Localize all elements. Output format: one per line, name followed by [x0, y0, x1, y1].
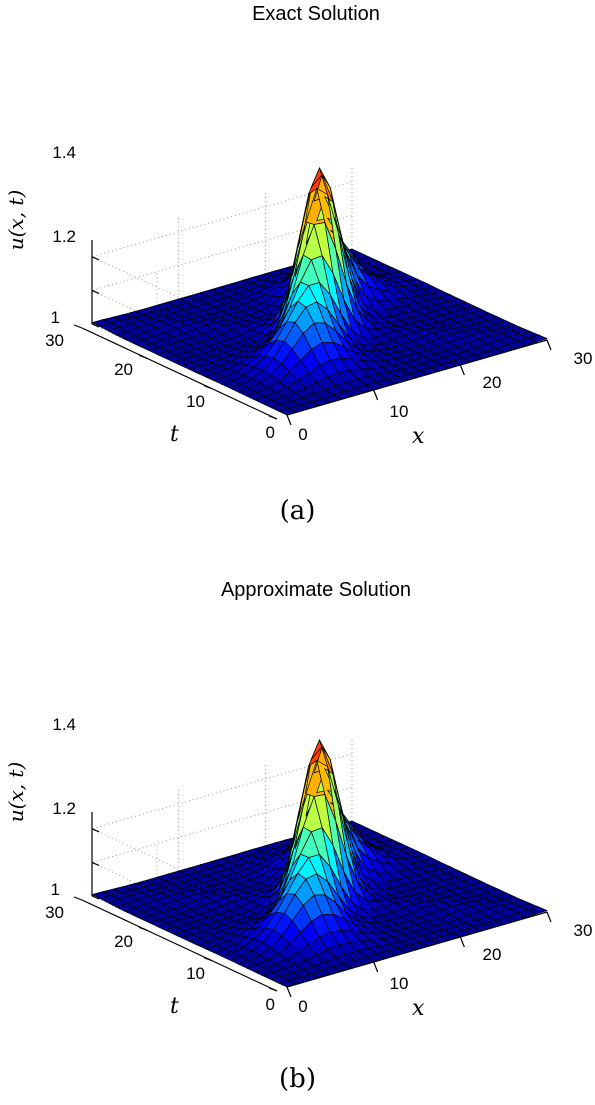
y-tick-label: 10: [186, 392, 205, 411]
x-tick: [459, 936, 465, 948]
x-axis-line: [286, 911, 548, 988]
y-tick-label: 30: [45, 331, 64, 350]
z-tick-label: 1.2: [52, 799, 76, 818]
x-tick-label: 30: [574, 921, 593, 940]
y-tick: [203, 385, 213, 390]
x-axis-label: x: [412, 424, 425, 449]
z-tick: [91, 289, 100, 294]
x-tick: [459, 364, 465, 376]
z-tick: [91, 323, 100, 328]
panel-caption: (b): [279, 1064, 316, 1094]
z-axis-label: u(x, t): [4, 190, 28, 251]
surface-chart-approximate: Approximate Solution 1 1.2 1.4 30 20 10 …: [4, 579, 592, 1021]
x-axis-line: [286, 339, 548, 416]
y-tick: [73, 324, 83, 329]
surface-mesh: [91, 166, 548, 416]
y-axis-label: t: [170, 994, 179, 1019]
z-tick-label: 1.4: [52, 143, 76, 162]
y-tick: [138, 354, 148, 359]
surface-patch: [527, 906, 548, 915]
y-tick-label: 0: [266, 423, 275, 442]
y-tick: [73, 896, 83, 901]
y-tick-label: 20: [114, 932, 133, 951]
chart-panel-b: Approximate Solution 1 1.2 1.4 30 20 10 …: [0, 572, 595, 1094]
z-tick-label: 1.4: [52, 715, 76, 734]
y-tick-label: 30: [45, 903, 64, 922]
x-tick-label: 10: [390, 974, 409, 993]
x-tick-label: 0: [298, 997, 307, 1016]
x-tick: [546, 339, 552, 351]
x-tick-label: 20: [483, 373, 502, 392]
z-tick: [91, 828, 100, 833]
chart-title: Exact Solution: [252, 3, 380, 25]
axes: 1 1.2 1.4 30 20 10 0 0 10 20 30 x t u(x,…: [4, 143, 592, 449]
y-tick: [138, 926, 148, 931]
y-tick-label: 10: [186, 964, 205, 983]
x-tick-label: 30: [574, 349, 593, 368]
x-tick-label: 10: [390, 402, 409, 421]
y-tick-label: 0: [266, 995, 275, 1014]
x-tick: [373, 961, 379, 973]
x-tick: [286, 986, 292, 998]
y-axis-line: [81, 327, 278, 420]
y-tick: [203, 957, 213, 962]
surface-chart-exact: Exact Solution 1 1.2 1.4 30 20 10 0 0 10…: [4, 3, 592, 449]
y-axis-line: [81, 899, 278, 992]
z-tick-label: 1.2: [52, 227, 76, 246]
y-axis-label: t: [170, 422, 179, 447]
surface-patch: [527, 334, 548, 343]
chart-title: Approximate Solution: [221, 579, 411, 601]
surface-mesh: [91, 738, 548, 988]
y-tick-label: 20: [114, 360, 133, 379]
x-tick: [286, 414, 292, 426]
x-tick-label: 0: [298, 425, 307, 444]
chart-panel-a: Exact Solution 1 1.2 1.4 30 20 10 0 0 10…: [0, 0, 595, 526]
z-tick-label: 1: [51, 880, 60, 899]
z-axis-label: u(x, t): [4, 762, 28, 823]
x-tick-label: 20: [483, 945, 502, 964]
x-axis-label: x: [412, 996, 425, 1021]
axes: 1 1.2 1.4 30 20 10 0 0 10 20 30 x t u(x,…: [4, 715, 592, 1021]
z-tick: [91, 256, 100, 261]
y-tick: [268, 415, 278, 420]
x-tick: [546, 911, 552, 923]
y-tick: [268, 987, 278, 992]
panel-caption: (a): [279, 496, 316, 526]
z-tick: [91, 861, 100, 866]
x-tick: [373, 389, 379, 401]
z-tick: [91, 895, 100, 900]
z-tick-label: 1: [51, 308, 60, 327]
